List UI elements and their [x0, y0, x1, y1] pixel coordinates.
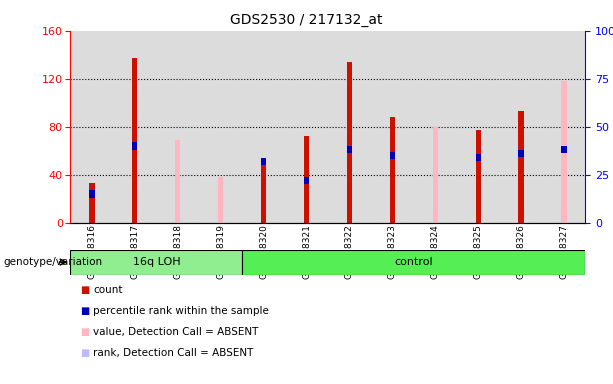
Bar: [328, 31, 371, 223]
Bar: [562, 146, 566, 153]
Text: ■: ■: [80, 285, 89, 295]
Bar: [371, 31, 414, 223]
Bar: [175, 165, 180, 223]
Bar: [433, 159, 438, 223]
Bar: [89, 190, 94, 197]
Bar: [242, 31, 285, 223]
Bar: [156, 31, 199, 223]
Text: percentile rank within the sample: percentile rank within the sample: [93, 306, 269, 316]
Bar: [261, 158, 266, 165]
Bar: [175, 140, 180, 223]
Text: count: count: [93, 285, 123, 295]
Bar: [433, 127, 438, 223]
Text: GDS2530 / 217132_at: GDS2530 / 217132_at: [230, 13, 383, 27]
Bar: [132, 142, 137, 149]
Bar: [304, 177, 309, 184]
Text: genotype/variation: genotype/variation: [3, 257, 102, 267]
Bar: [562, 156, 566, 223]
FancyBboxPatch shape: [70, 250, 242, 275]
Bar: [562, 81, 566, 223]
Bar: [414, 31, 457, 223]
Bar: [70, 31, 113, 223]
Text: ■: ■: [80, 306, 89, 316]
Bar: [543, 31, 585, 223]
Bar: [476, 154, 481, 161]
Bar: [390, 117, 395, 223]
Bar: [457, 31, 500, 223]
Text: value, Detection Call = ABSENT: value, Detection Call = ABSENT: [93, 327, 259, 337]
Bar: [500, 31, 543, 223]
Bar: [476, 130, 481, 223]
Bar: [218, 177, 223, 223]
Bar: [347, 146, 352, 153]
Text: control: control: [394, 257, 433, 267]
Bar: [304, 136, 309, 223]
Text: ■: ■: [80, 327, 89, 337]
Bar: [285, 31, 328, 223]
Bar: [261, 158, 266, 223]
Bar: [519, 150, 524, 157]
Bar: [390, 152, 395, 159]
Text: rank, Detection Call = ABSENT: rank, Detection Call = ABSENT: [93, 348, 254, 358]
Bar: [347, 62, 352, 223]
Bar: [113, 31, 156, 223]
Bar: [519, 111, 524, 223]
FancyBboxPatch shape: [242, 250, 585, 275]
Text: ■: ■: [80, 348, 89, 358]
Bar: [199, 31, 242, 223]
Bar: [218, 190, 223, 223]
Bar: [89, 183, 94, 223]
Bar: [132, 58, 137, 223]
Text: 16q LOH: 16q LOH: [132, 257, 180, 267]
